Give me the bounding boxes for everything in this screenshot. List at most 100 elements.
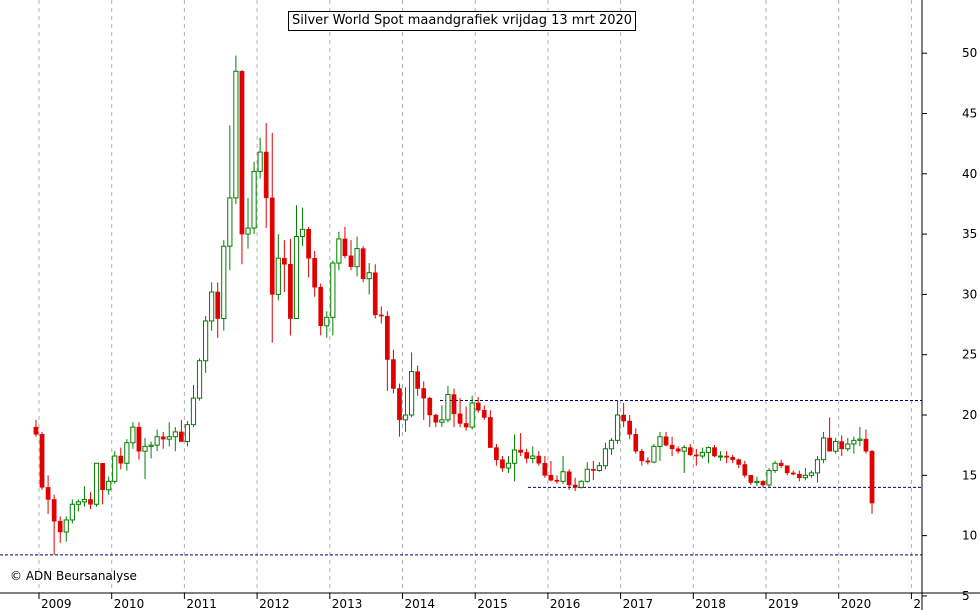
candle-body <box>663 436 669 446</box>
candle-body <box>833 441 839 452</box>
candle <box>63 516 69 542</box>
chart-credit: © ADN Beursanalyse <box>10 569 137 583</box>
candle <box>566 469 572 490</box>
candle-body <box>148 444 154 447</box>
candle-body <box>820 437 827 461</box>
candle <box>215 282 221 338</box>
candle-body <box>324 316 330 327</box>
candle <box>578 480 584 489</box>
candle-body <box>45 487 51 500</box>
candle-body <box>736 459 742 465</box>
y-tick-label: 5 <box>962 589 970 603</box>
candle-body <box>63 519 69 533</box>
candle <box>554 475 560 484</box>
candle <box>148 441 154 459</box>
candle-body <box>239 71 245 235</box>
candle-body <box>154 436 160 446</box>
candle <box>511 434 518 482</box>
candle <box>166 422 172 447</box>
candle-body <box>257 151 263 172</box>
candle-body <box>421 388 427 399</box>
candle-body <box>505 462 512 469</box>
candle-body <box>863 438 869 452</box>
candle-body <box>75 501 81 505</box>
candle <box>633 428 639 454</box>
candle-body <box>184 424 191 443</box>
candle <box>179 419 184 442</box>
candle-body <box>857 438 863 441</box>
candle <box>784 465 790 476</box>
candle-body <box>166 436 172 440</box>
candle <box>614 400 621 444</box>
candle-body <box>81 498 88 503</box>
y-tick-label: 40 <box>962 167 977 181</box>
candle <box>203 316 209 373</box>
candle-body <box>827 437 832 452</box>
candle-body <box>93 462 100 505</box>
candle <box>748 475 754 485</box>
candle-body <box>342 238 348 257</box>
candle <box>245 197 251 249</box>
candle <box>651 443 657 464</box>
candle <box>402 387 409 432</box>
candle <box>693 448 699 466</box>
candle-body <box>675 448 681 452</box>
candle <box>796 470 802 482</box>
candle <box>318 283 324 336</box>
candle <box>869 449 875 514</box>
candle <box>385 311 390 391</box>
candle-body <box>554 479 560 482</box>
candle-body <box>124 442 130 464</box>
candle <box>306 226 311 278</box>
candle <box>106 476 112 495</box>
candle <box>196 358 203 401</box>
x-tick-label: 2011 <box>186 597 217 610</box>
candle-body <box>282 257 287 265</box>
candle-body <box>639 450 645 462</box>
candle-body <box>536 455 542 464</box>
candle-body <box>572 484 578 488</box>
candle <box>820 431 827 464</box>
candle <box>57 516 63 543</box>
candle <box>421 381 427 420</box>
candle-body <box>542 463 548 476</box>
candle-body <box>227 197 233 247</box>
candle <box>608 437 615 455</box>
candle <box>590 460 596 481</box>
candle <box>372 264 378 319</box>
candle <box>851 436 857 454</box>
candle <box>251 161 257 235</box>
candle <box>81 486 88 507</box>
y-tick-label: 45 <box>962 106 977 120</box>
candle-body <box>385 315 390 360</box>
candle-body <box>336 238 342 264</box>
candle <box>857 427 863 447</box>
candle-body <box>645 460 651 463</box>
candle <box>457 398 463 428</box>
candle-body <box>566 471 572 486</box>
candle <box>494 443 499 466</box>
candle <box>802 468 808 481</box>
candle-body <box>245 227 251 235</box>
candle <box>227 125 233 271</box>
candle <box>584 462 590 483</box>
candle-body <box>518 449 523 453</box>
candle <box>724 451 729 464</box>
candle-body <box>130 426 136 444</box>
y-tick-label: 35 <box>962 227 977 241</box>
vertical-gridlines <box>38 0 912 593</box>
candle <box>172 427 178 452</box>
candle <box>160 431 166 449</box>
candle <box>391 349 396 394</box>
candle-body <box>209 291 215 322</box>
candle <box>136 422 142 460</box>
candle <box>669 436 675 457</box>
candle <box>839 435 845 457</box>
candle-body <box>57 520 63 533</box>
candle <box>530 446 536 464</box>
candle <box>257 137 263 179</box>
candle <box>712 445 717 458</box>
candle <box>124 439 130 471</box>
candle <box>282 240 287 292</box>
